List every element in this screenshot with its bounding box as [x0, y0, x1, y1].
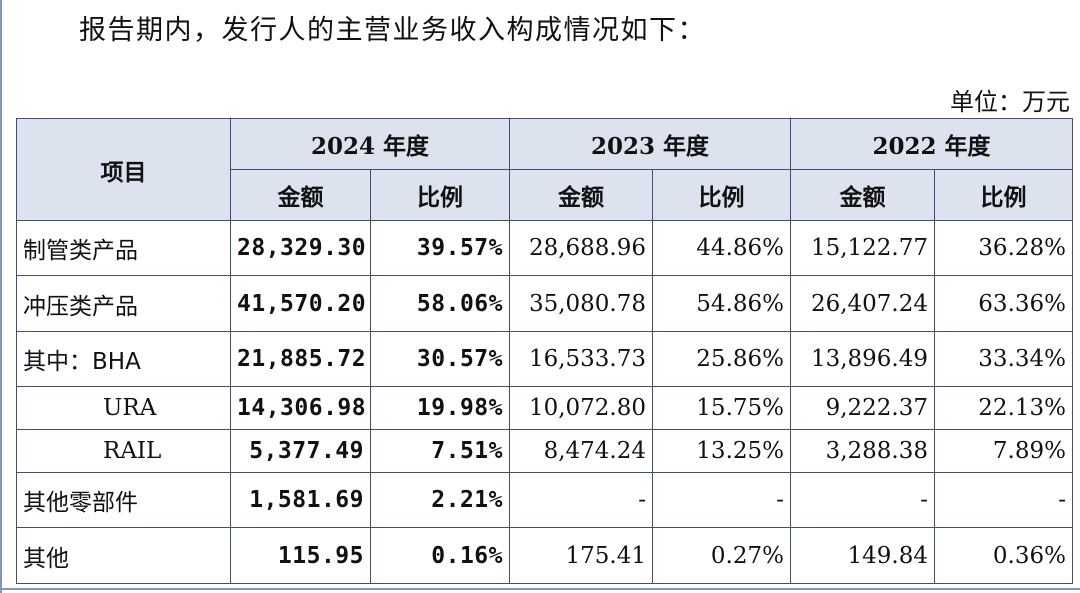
table-row: 其他 115.95 0.16% 175.41 0.27% 149.84 0.36% [16, 527, 1073, 584]
revenue-table: 项目 2024 年度 2023 年度 2022 年度 金额 比例 金额 比例 金… [16, 118, 1073, 584]
ratio-cell: 39.57% [370, 219, 510, 277]
ratio-cell: 44.86% [652, 219, 791, 277]
page-frame-left [0, 0, 2, 593]
amount-cell: 41,570.20 [230, 275, 371, 332]
year-header: 2023 年度 [509, 118, 791, 170]
amount-cell: 28,329.30 [230, 219, 371, 277]
amount-header: 金额 [230, 169, 371, 221]
table-row: 冲压类产品 41,570.20 58.06% 35,080.78 54.86% 26,40… [16, 275, 1073, 332]
ratio-header: 比例 [934, 169, 1073, 221]
ratio-cell: 25.86% [652, 330, 791, 388]
amount-cell: 3,288.38 [790, 429, 935, 473]
amount-cell: 13,896.49 [790, 330, 935, 388]
amount-cell: - [509, 471, 653, 529]
amount-cell: 35,080.78 [509, 275, 653, 332]
ratio-cell: 33.34% [934, 330, 1073, 388]
ratio-cell: 58.06% [370, 275, 510, 332]
amount-cell: 21,885.72 [230, 330, 371, 388]
amount-cell: - [790, 471, 935, 529]
item-header: 项目 [16, 118, 231, 221]
ratio-cell: 19.98% [370, 386, 510, 431]
amount-cell: 149.84 [790, 527, 935, 584]
ratio-cell: 54.86% [652, 275, 791, 332]
year-header: 2024 年度 [230, 118, 510, 170]
ratio-cell: 63.36% [934, 275, 1073, 332]
table-row: 其中：BHA 21,885.72 30.57% 16,533.73 25.86% 13,8… [16, 330, 1073, 388]
ratio-cell: 15.75% [652, 386, 791, 431]
amount-cell: 5,377.49 [230, 429, 371, 473]
ratio-cell: 7.51% [370, 429, 510, 473]
unit-label: 单位：万元 [950, 88, 1070, 116]
row-label: 冲压类产品 [16, 275, 231, 332]
year-header: 2022 年度 [790, 118, 1073, 170]
ratio-cell: - [652, 471, 791, 529]
amount-cell: 14,306.98 [230, 386, 371, 431]
ratio-cell: 0.36% [934, 527, 1073, 584]
row-label: 其他零部件 [16, 471, 231, 529]
table-row: 其他零部件 1,581.69 2.21% - - - - [16, 471, 1073, 529]
amount-cell: 10,072.80 [509, 386, 653, 431]
amount-cell: 115.95 [230, 527, 371, 584]
row-label: 制管类产品 [16, 219, 231, 277]
amount-header: 金额 [790, 169, 935, 221]
table-row: 制管类产品 28,329.30 39.57% 28,688.96 44.86% 15,12… [16, 219, 1073, 277]
amount-cell: 175.41 [509, 527, 653, 584]
amount-cell: 28,688.96 [509, 219, 653, 277]
ratio-header: 比例 [370, 169, 510, 221]
row-label: 其中：BHA [16, 330, 231, 388]
row-label: RAIL [16, 429, 231, 473]
ratio-cell: 36.28% [934, 219, 1073, 277]
ratio-cell: 0.27% [652, 527, 791, 584]
amount-header: 金额 [509, 169, 653, 221]
table-row: RAIL 5,377.49 7.51% 8,474.24 13.25% 3,288.38 7… [16, 429, 1073, 473]
row-label: URA [16, 386, 231, 431]
table-row: URA 14,306.98 19.98% 10,072.80 15.75% 9,222.3… [16, 386, 1073, 431]
ratio-cell: 22.13% [934, 386, 1073, 431]
ratio-cell: 7.89% [934, 429, 1073, 473]
amount-cell: 16,533.73 [509, 330, 653, 388]
ratio-cell: 30.57% [370, 330, 510, 388]
amount-cell: 9,222.37 [790, 386, 935, 431]
ratio-cell: 0.16% [370, 527, 510, 584]
amount-cell: 8,474.24 [509, 429, 653, 473]
page-frame-bottom [0, 588, 1080, 590]
amount-cell: 15,122.77 [790, 219, 935, 277]
ratio-cell: 2.21% [370, 471, 510, 529]
ratio-cell: - [934, 471, 1073, 529]
intro-text: 报告期内，发行人的主营业务收入构成情况如下： [79, 15, 706, 46]
amount-cell: 1,581.69 [230, 471, 371, 529]
row-label: 其他 [16, 527, 231, 584]
ratio-cell: 13.25% [652, 429, 791, 473]
amount-cell: 26,407.24 [790, 275, 935, 332]
ratio-header: 比例 [652, 169, 791, 221]
